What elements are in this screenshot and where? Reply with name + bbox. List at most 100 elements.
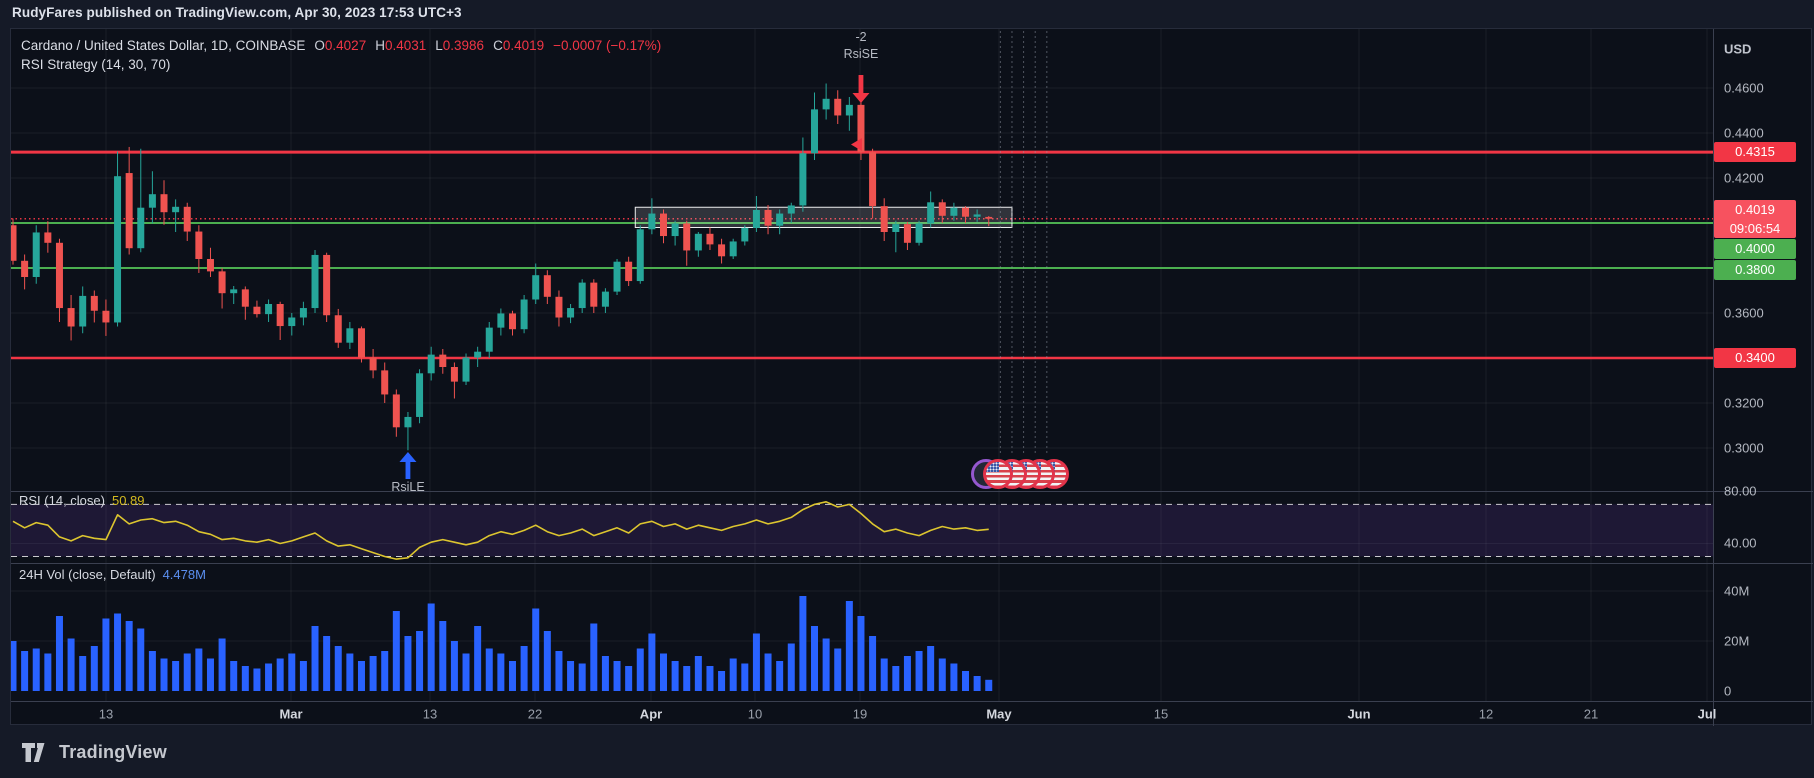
volume-bar xyxy=(276,658,284,691)
volume-bar xyxy=(532,608,540,691)
volume-bar xyxy=(55,616,63,691)
time-axis[interactable]: 13 Mar 13 22 Apr 10 19 May 15 Jun 12 21 Jul xyxy=(11,701,1717,726)
volume-bar xyxy=(822,638,830,691)
brand-text: TradingView xyxy=(59,742,167,762)
volume-bar xyxy=(659,653,667,691)
volume-bar xyxy=(973,676,981,691)
candle-up xyxy=(729,241,737,257)
candle-down xyxy=(44,232,52,243)
volume-bar xyxy=(230,661,238,691)
price-chart-plot-area[interactable] xyxy=(11,29,1813,726)
price-tick-label: 0.4400 xyxy=(1724,125,1764,141)
volume-bar xyxy=(752,633,760,691)
volume-bar xyxy=(79,656,87,691)
volume-bar xyxy=(288,653,296,691)
candle-down xyxy=(625,261,633,282)
candle-down xyxy=(357,328,365,358)
volume-bar xyxy=(172,661,180,691)
candle-up xyxy=(892,224,900,232)
buy-signal-label: RsiLE xyxy=(391,480,425,494)
candle-up xyxy=(288,317,296,327)
candle-down xyxy=(439,354,447,367)
candle-down xyxy=(218,271,226,294)
candle-down xyxy=(241,289,249,307)
price-tick-label: 0.3000 xyxy=(1724,440,1764,456)
volume-bar xyxy=(114,613,122,691)
sell-signal-qty-label: -2 xyxy=(855,30,867,44)
candle-down xyxy=(880,206,888,232)
candle-up xyxy=(613,261,621,292)
rsi-line xyxy=(12,500,989,560)
candle-up xyxy=(752,209,760,228)
volume-bar xyxy=(346,653,354,691)
us-flag-event-icon[interactable] xyxy=(983,459,1013,489)
candle-up xyxy=(950,207,958,216)
volume-bar xyxy=(590,623,598,691)
candle-down xyxy=(323,254,331,316)
candle-down xyxy=(392,394,400,428)
candle-up xyxy=(230,289,238,294)
chart-legend[interactable]: Cardano / United States Dollar, 1D, COIN… xyxy=(21,38,661,72)
candle-up xyxy=(79,295,87,327)
candle-up xyxy=(114,176,122,323)
volume-bar xyxy=(462,653,470,691)
volume-bar xyxy=(555,651,563,691)
candle-up xyxy=(346,328,354,343)
volume-bar xyxy=(67,638,75,691)
candle-down xyxy=(857,104,865,153)
candle-down xyxy=(659,213,667,237)
volume-bar xyxy=(299,661,307,691)
support-price-badge: 0.4000 xyxy=(1714,238,1796,259)
price-tick-label: 0.4600 xyxy=(1724,80,1764,96)
candle-up xyxy=(520,299,528,330)
candle-down xyxy=(369,357,377,371)
volume-bar xyxy=(439,621,447,691)
low-value: 0.3986 xyxy=(442,38,485,53)
volume-bar xyxy=(44,653,52,691)
rsi-pane-legend[interactable]: RSI (14, close) 50.89 xyxy=(19,493,145,508)
rsi-title: RSI (14, close) xyxy=(19,493,105,508)
volume-bar xyxy=(485,648,493,691)
legend-symbol-row[interactable]: Cardano / United States Dollar, 1D, COIN… xyxy=(21,38,661,53)
volume-bar xyxy=(323,636,331,691)
legend-strategy-row[interactable]: RSI Strategy (14, 30, 70) xyxy=(21,57,171,72)
volume-tick-label: 0 xyxy=(1724,683,1732,699)
candle-up xyxy=(636,229,644,282)
rsi-band xyxy=(11,504,1713,557)
candle-down xyxy=(706,233,714,245)
volume-bar xyxy=(915,651,923,691)
candle-up xyxy=(265,304,273,315)
low-label: L xyxy=(435,38,443,53)
time-axis-day-label: 13 xyxy=(98,706,114,721)
tradingview-brand[interactable]: TradingView xyxy=(22,742,167,763)
candle-down xyxy=(962,207,970,217)
time-axis-day-label: 21 xyxy=(1583,706,1599,721)
candle-down xyxy=(195,231,203,259)
volume-bar xyxy=(195,648,203,691)
volume-bar xyxy=(311,626,319,691)
time-axis-month-label: Mar xyxy=(279,706,303,721)
candle-up xyxy=(137,207,145,249)
volume-bar xyxy=(102,618,110,691)
volume-bar xyxy=(880,658,888,691)
candle-up xyxy=(776,213,784,226)
volume-pane-legend[interactable]: 24H Vol (close, Default) 4.478M xyxy=(19,567,206,582)
volume-bar xyxy=(718,671,726,691)
volume-bar xyxy=(845,601,853,691)
volume-bar xyxy=(392,611,400,691)
price-axis[interactable]: USD 0.4600 0.4400 0.4200 0.3600 0.3200 0.3000 8… xyxy=(1713,29,1813,726)
candle-up xyxy=(148,194,156,208)
volume-bar xyxy=(648,633,656,691)
published-header: RudyFares published on TradingView.com, … xyxy=(12,5,462,20)
volume-bar xyxy=(892,666,900,691)
support-price-badge: 0.3400 xyxy=(1714,348,1796,368)
volume-bar xyxy=(671,661,679,691)
volume-bar xyxy=(404,636,412,691)
volume-bar xyxy=(764,653,772,691)
volume-bar xyxy=(427,603,435,691)
time-axis-month-label: Apr xyxy=(639,706,663,721)
candle-down xyxy=(90,295,98,311)
volume-bar xyxy=(183,653,191,691)
candle-down xyxy=(903,224,911,243)
rsi-tick-label: 80.00 xyxy=(1724,483,1757,499)
